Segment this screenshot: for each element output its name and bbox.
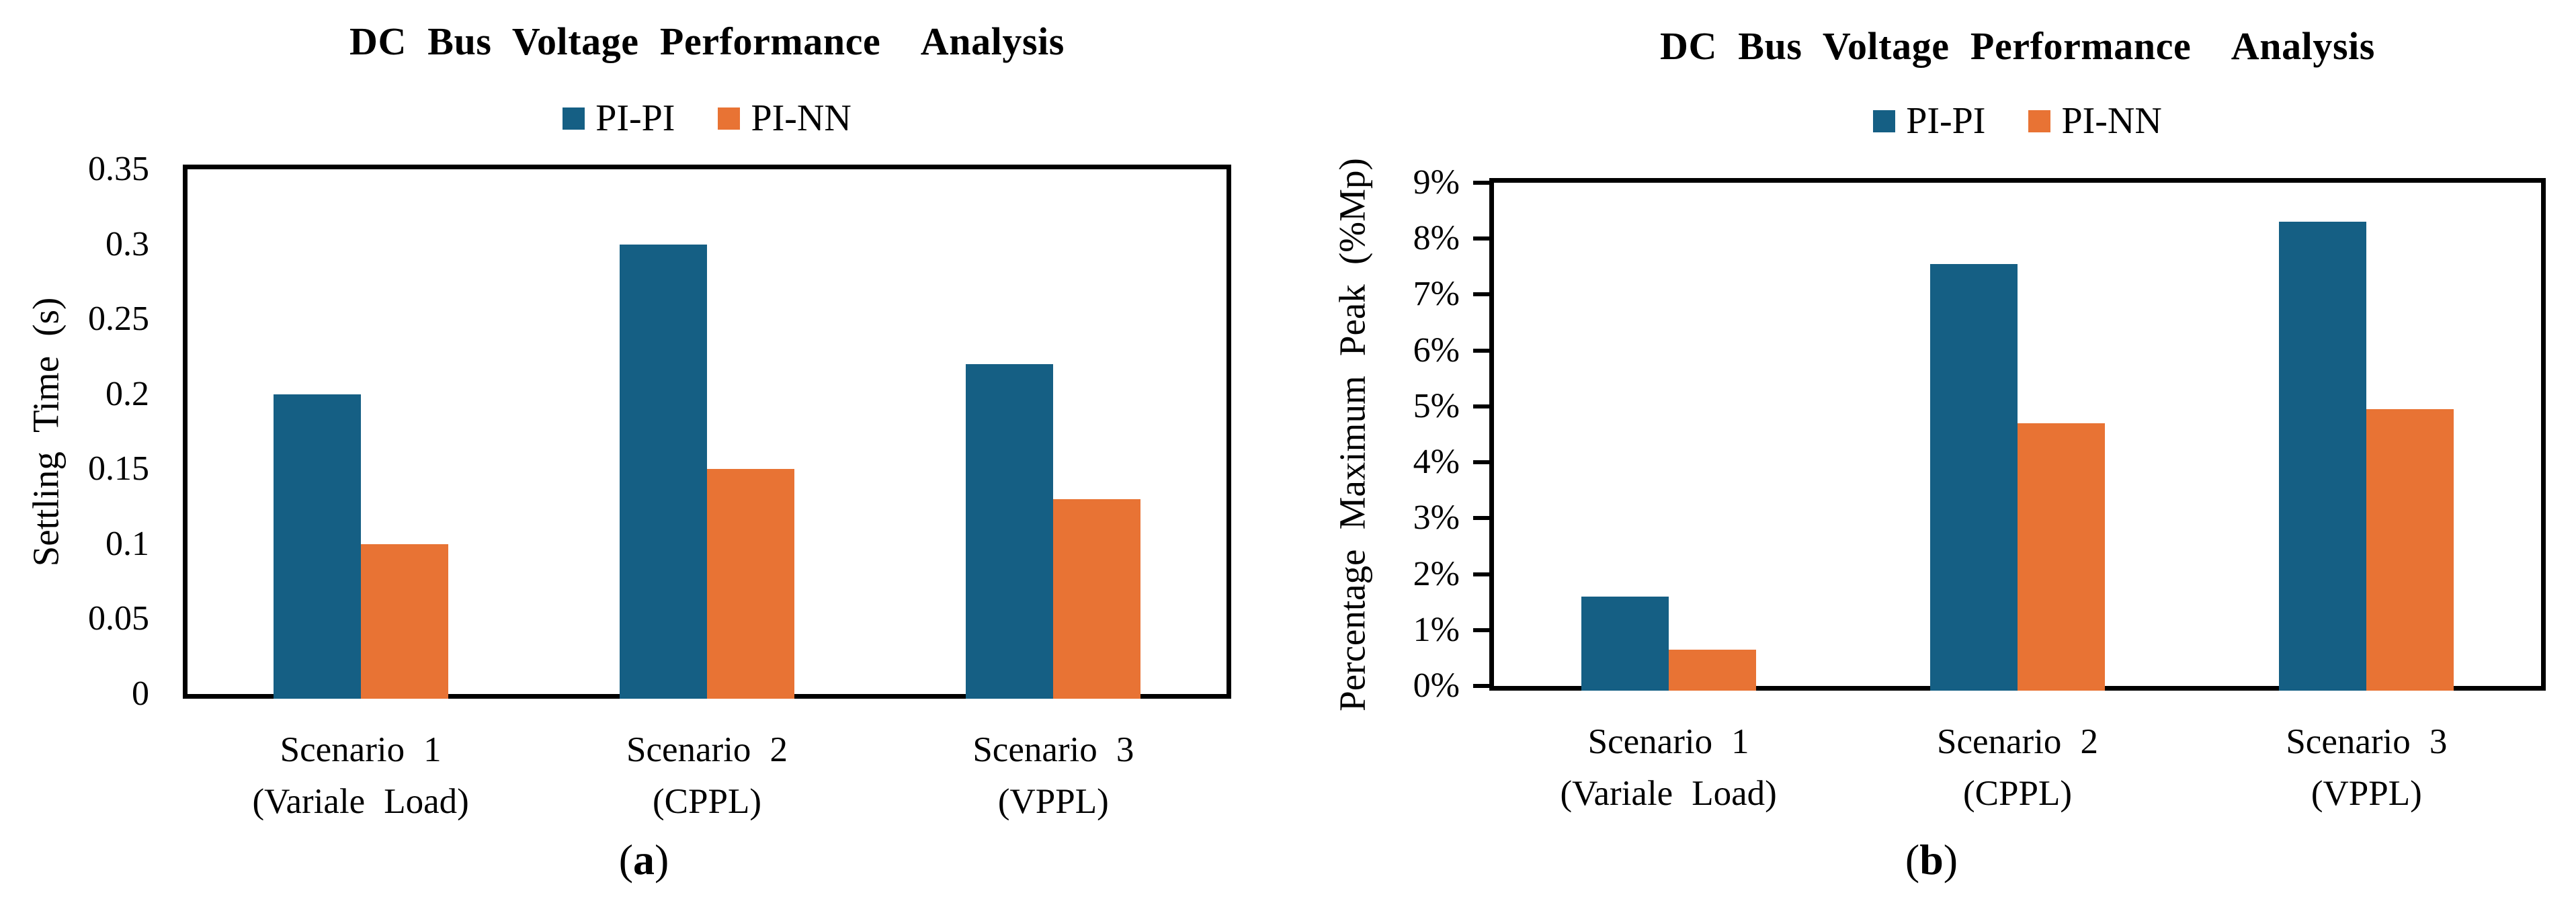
y-tick-label: 0 — [132, 675, 149, 713]
y-tick-mark — [1473, 236, 1489, 241]
y-tick-mark — [1473, 684, 1489, 688]
plot-area — [1489, 178, 2546, 691]
y-tick-label: 0.3 — [106, 224, 149, 263]
caption-close: ) — [1943, 836, 1958, 883]
legend-swatch-icon — [1873, 110, 1896, 132]
y-tick-label: 0.25 — [88, 300, 149, 339]
y-tick-label: 0.05 — [88, 599, 149, 638]
chart-title: DC Bus Voltage Performance Analysis — [349, 19, 1065, 63]
y-tick-label: 0.35 — [88, 150, 149, 188]
y-tick-label: 3% — [1413, 499, 1460, 537]
bar-pi-pi-scenario-2 — [1930, 263, 2018, 691]
legend-swatch-icon — [2028, 110, 2051, 132]
y-tick-label: 9% — [1413, 163, 1460, 202]
bar-pi-nn-scenario-3 — [2366, 409, 2454, 691]
panel-caption: (b) — [1905, 838, 1958, 881]
bar-pi-pi-scenario-1 — [1581, 596, 1669, 691]
legend-swatch-icon — [563, 107, 585, 130]
y-tick-mark — [1473, 627, 1489, 632]
y-tick-mark — [1473, 181, 1489, 185]
bar-pi-nn-scenario-1 — [1668, 649, 1756, 691]
y-tick-label: 0% — [1413, 666, 1460, 705]
panel-b: DC Bus Voltage Performance Analysis PI-P… — [1288, 0, 2576, 909]
legend-label: PI-PI — [1906, 100, 1986, 142]
y-tick-label: 0.1 — [106, 524, 149, 563]
y-tick-label: 8% — [1413, 219, 1460, 258]
y-tick-mark — [1473, 348, 1489, 353]
bar-pi-nn-scenario-2 — [707, 469, 794, 699]
y-tick-label: 0.15 — [88, 449, 149, 488]
caption-letter: a — [633, 836, 655, 883]
y-tick-mark — [1473, 292, 1489, 297]
legend-item: PI-PI — [1873, 102, 1985, 140]
bar-pi-nn-scenario-2 — [2018, 423, 2105, 691]
panel-a: DC Bus Voltage Performance Analysis PI-P… — [25, 19, 1231, 881]
y-tick-label: 4% — [1413, 443, 1460, 482]
y-tick-mark — [1473, 516, 1489, 521]
x-category-label: Scenario 3 (VPPL) — [2286, 722, 2448, 813]
y-tick-mark — [1473, 460, 1489, 465]
y-tick-label: 6% — [1413, 331, 1460, 370]
x-category-label: Scenario 2 (CPPL) — [1936, 722, 2099, 813]
legend: PI-PI PI-NN — [183, 99, 1231, 137]
y-axis-label: Settling Time (s) — [25, 297, 67, 566]
bar-pi-pi-scenario-2 — [620, 244, 707, 699]
panel-caption: (a) — [619, 838, 669, 881]
plot-area — [183, 165, 1231, 699]
bar-pi-nn-scenario-3 — [1053, 499, 1141, 699]
legend-label: PI-NN — [2061, 100, 2162, 142]
caption-close: ) — [655, 836, 669, 883]
legend-swatch-icon — [718, 107, 741, 130]
y-tick-mark — [1473, 404, 1489, 408]
legend-item: PI-NN — [2028, 100, 2162, 142]
bar-pi-pi-scenario-3 — [966, 364, 1054, 699]
legend-label: PI-PI — [595, 97, 675, 139]
legend: PI-PI PI-NN — [1489, 102, 2546, 140]
y-tick-label: 2% — [1413, 554, 1460, 593]
y-tick-label: 7% — [1413, 275, 1460, 314]
x-category-label: Scenario 1 (Variale Load) — [252, 730, 469, 821]
x-category-label: Scenario 3 (VPPL) — [972, 730, 1134, 821]
legend-label: PI-NN — [751, 97, 851, 139]
y-tick-label: 1% — [1413, 610, 1460, 649]
legend-item: PI-NN — [718, 99, 851, 137]
x-category-label: Scenario 1 (Variale Load) — [1560, 722, 1777, 813]
y-tick-label: 0.2 — [106, 374, 149, 413]
caption-open: ( — [1905, 836, 1920, 883]
legend-item: PI-PI — [563, 99, 675, 137]
bar-pi-pi-scenario-3 — [2279, 222, 2367, 691]
x-category-label: Scenario 2 (CPPL) — [626, 730, 788, 821]
bar-pi-nn-scenario-1 — [360, 544, 448, 699]
bar-pi-pi-scenario-1 — [273, 394, 361, 699]
y-tick-label: 5% — [1413, 386, 1460, 425]
caption-letter: b — [1919, 836, 1944, 883]
chart-title: DC Bus Voltage Performance Analysis — [1660, 24, 2375, 68]
y-tick-mark — [1473, 572, 1489, 576]
caption-open: ( — [618, 836, 633, 883]
